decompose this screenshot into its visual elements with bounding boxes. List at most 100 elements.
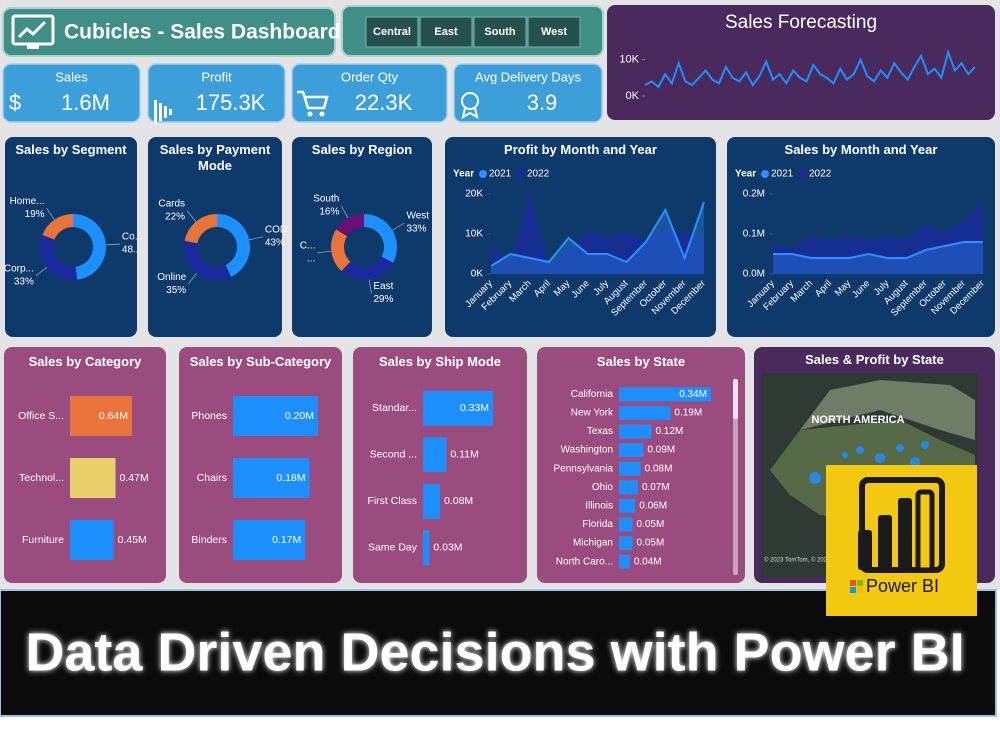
bar bbox=[423, 390, 493, 426]
kpi-icon-bar bbox=[164, 106, 167, 118]
value-label: 0.09M bbox=[647, 445, 675, 456]
bar bbox=[619, 517, 633, 532]
value-label: 0.33M bbox=[460, 402, 489, 414]
panel-title-box: Sales by Category bbox=[28, 354, 142, 369]
donut-slice bbox=[364, 214, 398, 263]
category-label: Texas bbox=[587, 426, 613, 437]
slice-value: ... bbox=[307, 254, 315, 265]
title-box bbox=[2, 7, 336, 57]
leader-line bbox=[105, 243, 120, 246]
kpi-icon-bar bbox=[169, 109, 172, 115]
chart-title: Sales by Sub-Category bbox=[189, 354, 332, 369]
kpi-icon bbox=[461, 107, 479, 119]
chart-title: Sales by Month and Year bbox=[784, 142, 938, 157]
slice-label: East bbox=[373, 281, 393, 292]
slicer-button bbox=[473, 16, 527, 48]
bar bbox=[619, 387, 711, 402]
category-label: Office S... bbox=[18, 410, 64, 422]
series-line bbox=[772, 205, 984, 252]
legend-marker bbox=[761, 170, 769, 178]
kpi-label: Sales bbox=[55, 69, 88, 84]
sales-line bbox=[644, 48, 976, 89]
value-label: 0.04M bbox=[634, 556, 662, 567]
donut-slice bbox=[40, 234, 78, 281]
category-label: First Class bbox=[367, 495, 417, 507]
kpi-icon bbox=[319, 111, 325, 117]
leader-line bbox=[392, 222, 405, 231]
chart-title: Sales Forecasting bbox=[725, 12, 877, 33]
bar bbox=[423, 437, 447, 473]
panel bbox=[292, 137, 432, 337]
donut-slice bbox=[184, 214, 217, 244]
value-label: 0.03M bbox=[433, 542, 462, 554]
legend-marker bbox=[517, 170, 525, 178]
slice-label: Co... bbox=[122, 232, 143, 243]
panel-title-box: Sales & Profit by State bbox=[805, 352, 944, 367]
y-tick-label: 0K bbox=[471, 269, 484, 280]
scrollbar bbox=[733, 379, 738, 575]
series-line bbox=[490, 194, 705, 272]
category-label: Ohio bbox=[592, 482, 614, 493]
slicer-label[interactable]: West bbox=[541, 26, 567, 38]
value-label: 0.34M bbox=[679, 389, 707, 400]
bar bbox=[70, 520, 114, 560]
category-label: Technol... bbox=[19, 472, 64, 484]
category-label: Phones bbox=[191, 410, 227, 422]
leader-line bbox=[35, 266, 48, 277]
category-label: Florida bbox=[582, 519, 613, 530]
logo-icon bbox=[858, 477, 945, 573]
y-tick-label: 20K bbox=[465, 189, 483, 200]
value-label: 0.12M bbox=[655, 426, 683, 437]
panel-title-box: Sales by State bbox=[597, 354, 685, 369]
slicer-label[interactable]: South bbox=[484, 26, 515, 38]
bar bbox=[619, 536, 633, 551]
legend-label: 2022 bbox=[527, 169, 550, 180]
logo-label: Power BI bbox=[866, 576, 939, 596]
category-label: Washington bbox=[561, 445, 613, 456]
kpi-icon bbox=[154, 100, 172, 124]
chart-title: Sales by Region bbox=[311, 142, 413, 157]
kpi-label: Profit bbox=[201, 69, 232, 84]
category-label: Standar... bbox=[372, 402, 417, 414]
slicer-label[interactable]: East bbox=[434, 26, 458, 38]
panel-title-box: Sales by Segment bbox=[15, 142, 126, 157]
slice-value: 35% bbox=[166, 285, 186, 296]
y-tick-label: 0.0M bbox=[743, 269, 765, 280]
banner-text: Data Driven Decisions with Power BI bbox=[25, 622, 964, 682]
category-label: California bbox=[571, 389, 614, 400]
slice-label: Cards bbox=[158, 198, 185, 209]
slice-label: C... bbox=[300, 241, 316, 252]
category-label: Second ... bbox=[370, 449, 417, 461]
panel bbox=[148, 137, 282, 337]
bar bbox=[423, 530, 430, 566]
value-label: 0.06M bbox=[639, 501, 667, 512]
panel bbox=[607, 5, 995, 120]
leader-line bbox=[368, 279, 372, 294]
kpi-label: Avg Delivery Days bbox=[475, 69, 581, 84]
slice-label: South bbox=[313, 193, 339, 204]
legend-title: Year bbox=[735, 169, 756, 180]
leader-line bbox=[317, 250, 332, 254]
panel-title-box: Profit by Month and Year bbox=[504, 142, 657, 157]
dashboard-icon bbox=[11, 14, 55, 49]
kpi-icon-bar bbox=[159, 103, 162, 121]
value-label: 0.19M bbox=[674, 408, 702, 419]
slice-value: 43% bbox=[265, 237, 285, 248]
slicer-label[interactable]: Central bbox=[373, 26, 411, 38]
value-label: 0.05M bbox=[637, 519, 665, 530]
slice-label: Corp... bbox=[4, 263, 34, 274]
category-label: New York bbox=[571, 408, 614, 419]
bar bbox=[233, 396, 318, 436]
kpi-value: 3.9 bbox=[527, 90, 558, 115]
bar bbox=[619, 498, 636, 513]
panel-title-box: Sales by Ship Mode bbox=[379, 354, 501, 369]
leader-line bbox=[187, 272, 198, 285]
slice-label: Home... bbox=[10, 196, 45, 207]
legend-label: 2021 bbox=[489, 169, 512, 180]
kpi-card bbox=[2, 63, 141, 123]
bar bbox=[619, 405, 671, 420]
kpi-label: Order Qty bbox=[341, 69, 399, 84]
y-tick-label: 0.1M bbox=[743, 229, 765, 240]
chart-title: Sales by Category bbox=[28, 354, 142, 369]
